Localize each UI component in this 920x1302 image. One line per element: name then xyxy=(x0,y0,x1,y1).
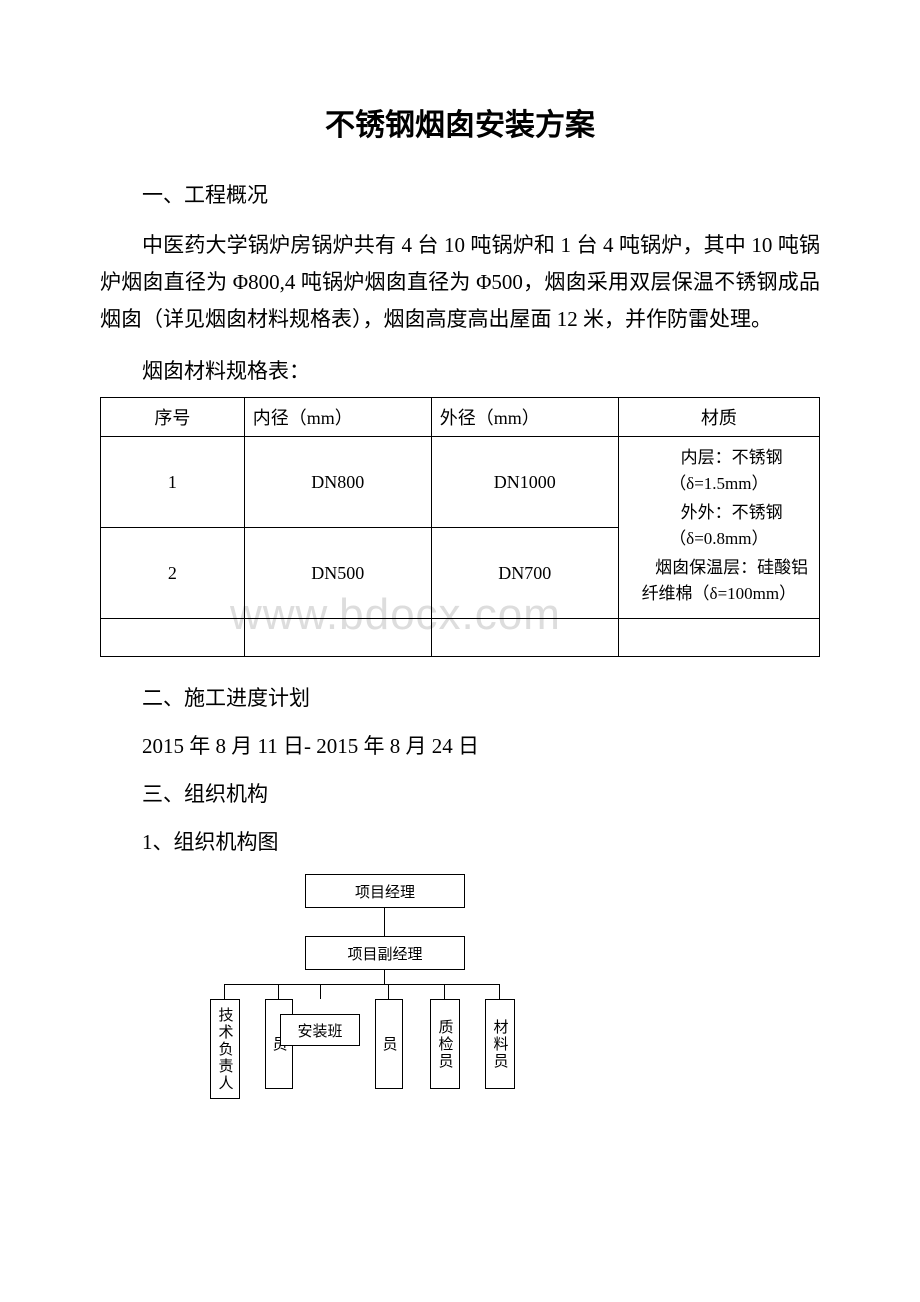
cell-material: 内层：不锈钢（δ=1.5mm） 外外：不锈钢（δ=0.8mm） 烟囱保温层：硅酸… xyxy=(618,437,819,619)
org-node-mat: 材料员 xyxy=(485,999,515,1089)
org-connector-line xyxy=(499,984,500,999)
document-content: 不锈钢烟囱安装方案 一、工程概况 中医药大学锅炉房锅炉共有 4 台 10 吨锅炉… xyxy=(100,100,820,1104)
empty-cell xyxy=(431,619,618,657)
org-node-dpm: 项目副经理 xyxy=(305,936,465,970)
th-no: 序号 xyxy=(101,398,245,437)
org-node-label: 安装班 xyxy=(297,1020,342,1041)
org-connector-line xyxy=(384,908,385,936)
table-caption: 烟囱材料规格表： xyxy=(100,355,820,385)
th-outer: 外径（mm） xyxy=(431,398,618,437)
cell-no-2: 2 xyxy=(101,528,245,619)
section-2-date: 2015 年 8 月 11 日- 2015 年 8 月 24 日 xyxy=(100,730,820,760)
org-node-label: 质检员 xyxy=(435,1019,456,1070)
th-material: 材质 xyxy=(618,398,819,437)
org-node-label: 项目副经理 xyxy=(347,943,422,964)
org-connector-line xyxy=(444,984,445,999)
material-line-2: 外外：不锈钢（δ=0.8mm） xyxy=(627,500,811,551)
org-node-install: 安装班 xyxy=(280,1014,360,1046)
section-1-body: 中医药大学锅炉房锅炉共有 4 台 10 吨锅炉和 1 台 4 吨锅炉，其中 10… xyxy=(100,227,820,337)
org-connector-line xyxy=(388,984,389,999)
cell-outer-1: DN1000 xyxy=(431,437,618,528)
document-title: 不锈钢烟囱安装方案 xyxy=(100,100,820,144)
empty-cell xyxy=(618,619,819,657)
org-node-label: 项目经理 xyxy=(355,881,415,902)
org-node-qc: 质检员 xyxy=(430,999,460,1089)
org-connector-line xyxy=(224,984,500,985)
table-empty-row xyxy=(101,619,820,657)
org-node-label: 技术负责人 xyxy=(215,1007,236,1092)
org-node-pm: 项目经理 xyxy=(305,874,465,908)
org-chart: 项目经理项目副经理技术负责人员安装班员质检员材料员 xyxy=(180,874,560,1104)
org-connector-line xyxy=(384,970,385,984)
org-connector-line xyxy=(320,984,321,999)
org-connector-line xyxy=(278,984,279,999)
material-line-1: 内层：不锈钢（δ=1.5mm） xyxy=(627,445,811,496)
empty-cell xyxy=(244,619,431,657)
org-node-anquan: 员 xyxy=(375,999,403,1089)
org-node-tech: 技术负责人 xyxy=(210,999,240,1099)
section-3-heading: 三、组织机构 xyxy=(100,778,820,808)
th-inner: 内径（mm） xyxy=(244,398,431,437)
section-1-heading: 一、工程概况 xyxy=(100,179,820,209)
cell-no-1: 1 xyxy=(101,437,245,528)
section-2-heading: 二、施工进度计划 xyxy=(100,682,820,712)
org-connector-line xyxy=(224,984,225,999)
spec-table: 序号 内径（mm） 外径（mm） 材质 1 DN800 DN1000 内层：不锈… xyxy=(100,397,820,657)
table-row: 1 DN800 DN1000 内层：不锈钢（δ=1.5mm） 外外：不锈钢（δ=… xyxy=(101,437,820,528)
cell-inner-1: DN800 xyxy=(244,437,431,528)
org-node-label: 材料员 xyxy=(490,1019,511,1070)
cell-outer-2: DN700 xyxy=(431,528,618,619)
section-3-sub: 1、组织机构图 xyxy=(100,826,820,856)
org-node-label: 员 xyxy=(379,1036,400,1053)
table-header-row: 序号 内径（mm） 外径（mm） 材质 xyxy=(101,398,820,437)
cell-inner-2: DN500 xyxy=(244,528,431,619)
material-line-3: 烟囱保温层：硅酸铝纤维棉（δ=100mm） xyxy=(627,555,811,606)
empty-cell xyxy=(101,619,245,657)
